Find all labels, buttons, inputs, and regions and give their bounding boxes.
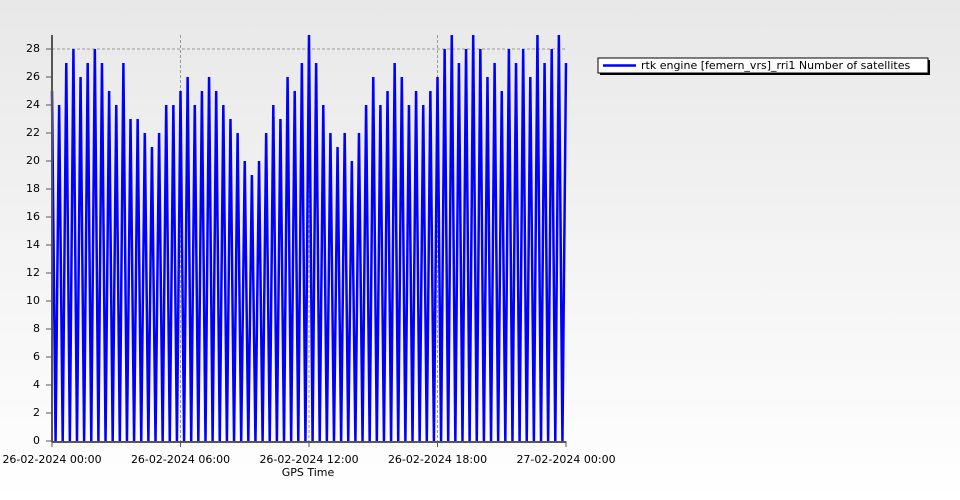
x-axis-label: GPS Time: [282, 466, 335, 479]
x-tick-label: 26-02-2024 00:00: [2, 453, 101, 466]
x-tick-label: 26-02-2024 18:00: [388, 453, 487, 466]
x-tick-label: 26-02-2024 06:00: [131, 453, 230, 466]
y-tick-label: 4: [33, 378, 40, 391]
y-tick-label: 20: [26, 154, 40, 167]
y-tick-label: 28: [26, 42, 40, 55]
legend-box: [597, 57, 929, 74]
y-tick-label: 12: [26, 266, 40, 279]
legend-label: rtk engine [femern_vrs]_rri1 Number of s…: [641, 59, 910, 72]
y-tick-label: 24: [26, 98, 40, 111]
x-tick-label: 26-02-2024 12:00: [259, 453, 358, 466]
y-tick-label: 26: [26, 70, 40, 83]
x-tick-label: 27-02-2024 00:00: [516, 453, 615, 466]
y-tick-label: 8: [33, 322, 40, 335]
series-line: [50, 34, 568, 442]
y-tick-label: 18: [26, 182, 40, 195]
y-tick-label: 2: [33, 406, 40, 419]
y-tick-label: 14: [26, 238, 40, 251]
y-tick-label: 22: [26, 126, 40, 139]
y-tick-label: 10: [26, 294, 40, 307]
y-tick-label: 16: [26, 210, 40, 223]
y-tick-label: 0: [33, 434, 40, 447]
y-tick-label: 6: [33, 350, 40, 363]
